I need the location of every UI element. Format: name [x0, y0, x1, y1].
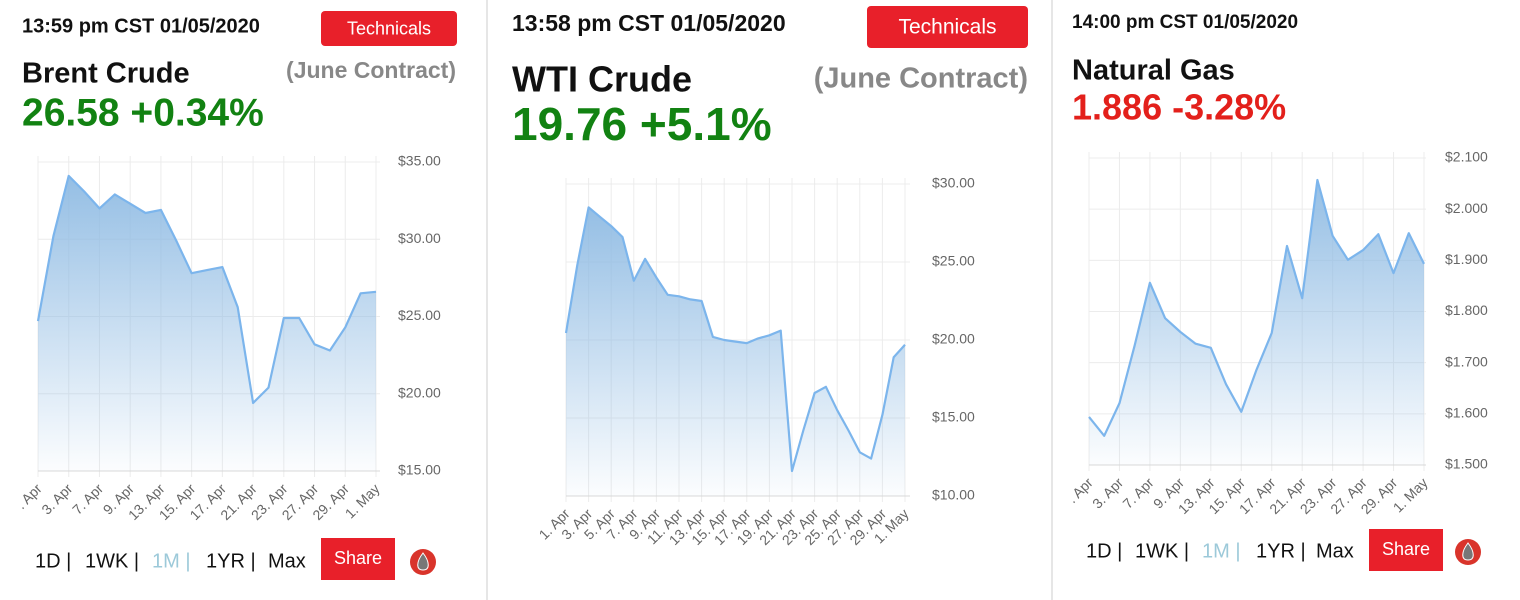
y-tick-label: $2.100	[1445, 149, 1488, 165]
y-tick-label: $1.900	[1445, 251, 1488, 267]
subtitle: (June Contract)	[814, 63, 1028, 95]
title: Brent Crude	[22, 58, 190, 90]
timestamp: 14:00 pm CST 01/05/2020	[1072, 12, 1298, 33]
subtitle: (June Contract)	[286, 57, 456, 83]
y-tick-label: $10.00	[932, 487, 975, 503]
area	[38, 175, 376, 471]
line	[564, 206, 906, 473]
y-tick-label: $15.00	[932, 409, 975, 425]
y-tick-label: $35.00	[398, 153, 441, 169]
y-tick-label: $2.000	[1445, 200, 1488, 216]
title: Natural Gas	[1072, 55, 1235, 87]
range-control[interactable]: 1D |	[35, 550, 71, 572]
range-control[interactable]: Max	[268, 550, 306, 572]
title: WTI Crude	[512, 59, 692, 100]
button-label: Share	[1382, 539, 1430, 559]
button-bg	[867, 6, 1028, 48]
range-control[interactable]: 1WK |	[85, 550, 139, 572]
price: 19.76 +5.1%	[512, 98, 772, 150]
range-control[interactable]: 1WK |	[1135, 540, 1189, 562]
y-tick-label: $20.00	[932, 331, 975, 347]
price: 1.886 -3.28%	[1072, 87, 1286, 128]
y-tick-label: $25.00	[932, 253, 975, 269]
line	[1088, 178, 1425, 437]
share-button[interactable]: Share	[1369, 529, 1443, 571]
y-tick-label: $30.00	[932, 175, 975, 191]
icon-drop	[1462, 542, 1474, 561]
range-control[interactable]: 1M |	[1202, 540, 1241, 562]
y-tick-label: $1.800	[1445, 302, 1488, 318]
line	[36, 174, 377, 405]
button-bg	[1369, 529, 1443, 571]
timestamp: 13:59 pm CST 01/05/2020	[22, 15, 260, 37]
range-control[interactable]: 1D |	[1086, 540, 1122, 562]
button-label: Share	[334, 548, 382, 568]
y-tick-label: $25.00	[398, 307, 441, 323]
icon-drop	[417, 552, 429, 571]
logo-icon[interactable]	[1455, 539, 1481, 565]
panel: 14:00 pm CST 01/05/2020 Natural Gas1.886 …	[1064, 12, 1488, 571]
range-control[interactable]: 1YR |	[206, 550, 256, 572]
technicals-button[interactable]: Technicals	[321, 11, 457, 46]
range-control[interactable]: Max	[1316, 540, 1354, 562]
price: 26.58 +0.34%	[22, 91, 264, 134]
panel: 13:58 pm CST 01/05/2020 Technicals WTI Cru…	[512, 6, 1028, 548]
button-bg	[321, 538, 395, 580]
button-bg	[321, 11, 457, 46]
area	[1089, 180, 1424, 465]
button-label: Technicals	[898, 16, 996, 39]
area	[566, 207, 905, 496]
y-tick-label: $1.700	[1445, 353, 1488, 369]
y-tick-label: $30.00	[398, 230, 441, 246]
button-label: Technicals	[347, 18, 431, 38]
y-tick-label: $1.600	[1445, 405, 1488, 421]
y-tick-label: $15.00	[398, 462, 441, 478]
y-tick-label: $1.500	[1445, 456, 1488, 472]
technicals-button[interactable]: Technicals	[867, 6, 1028, 48]
y-tick-label: $20.00	[398, 384, 441, 400]
timestamp: 13:58 pm CST 01/05/2020	[512, 10, 786, 36]
logo-icon[interactable]	[410, 549, 436, 575]
share-button[interactable]: Share	[321, 538, 395, 580]
range-control[interactable]: 1YR |	[1256, 540, 1306, 562]
range-control[interactable]: 1M |	[152, 550, 191, 572]
